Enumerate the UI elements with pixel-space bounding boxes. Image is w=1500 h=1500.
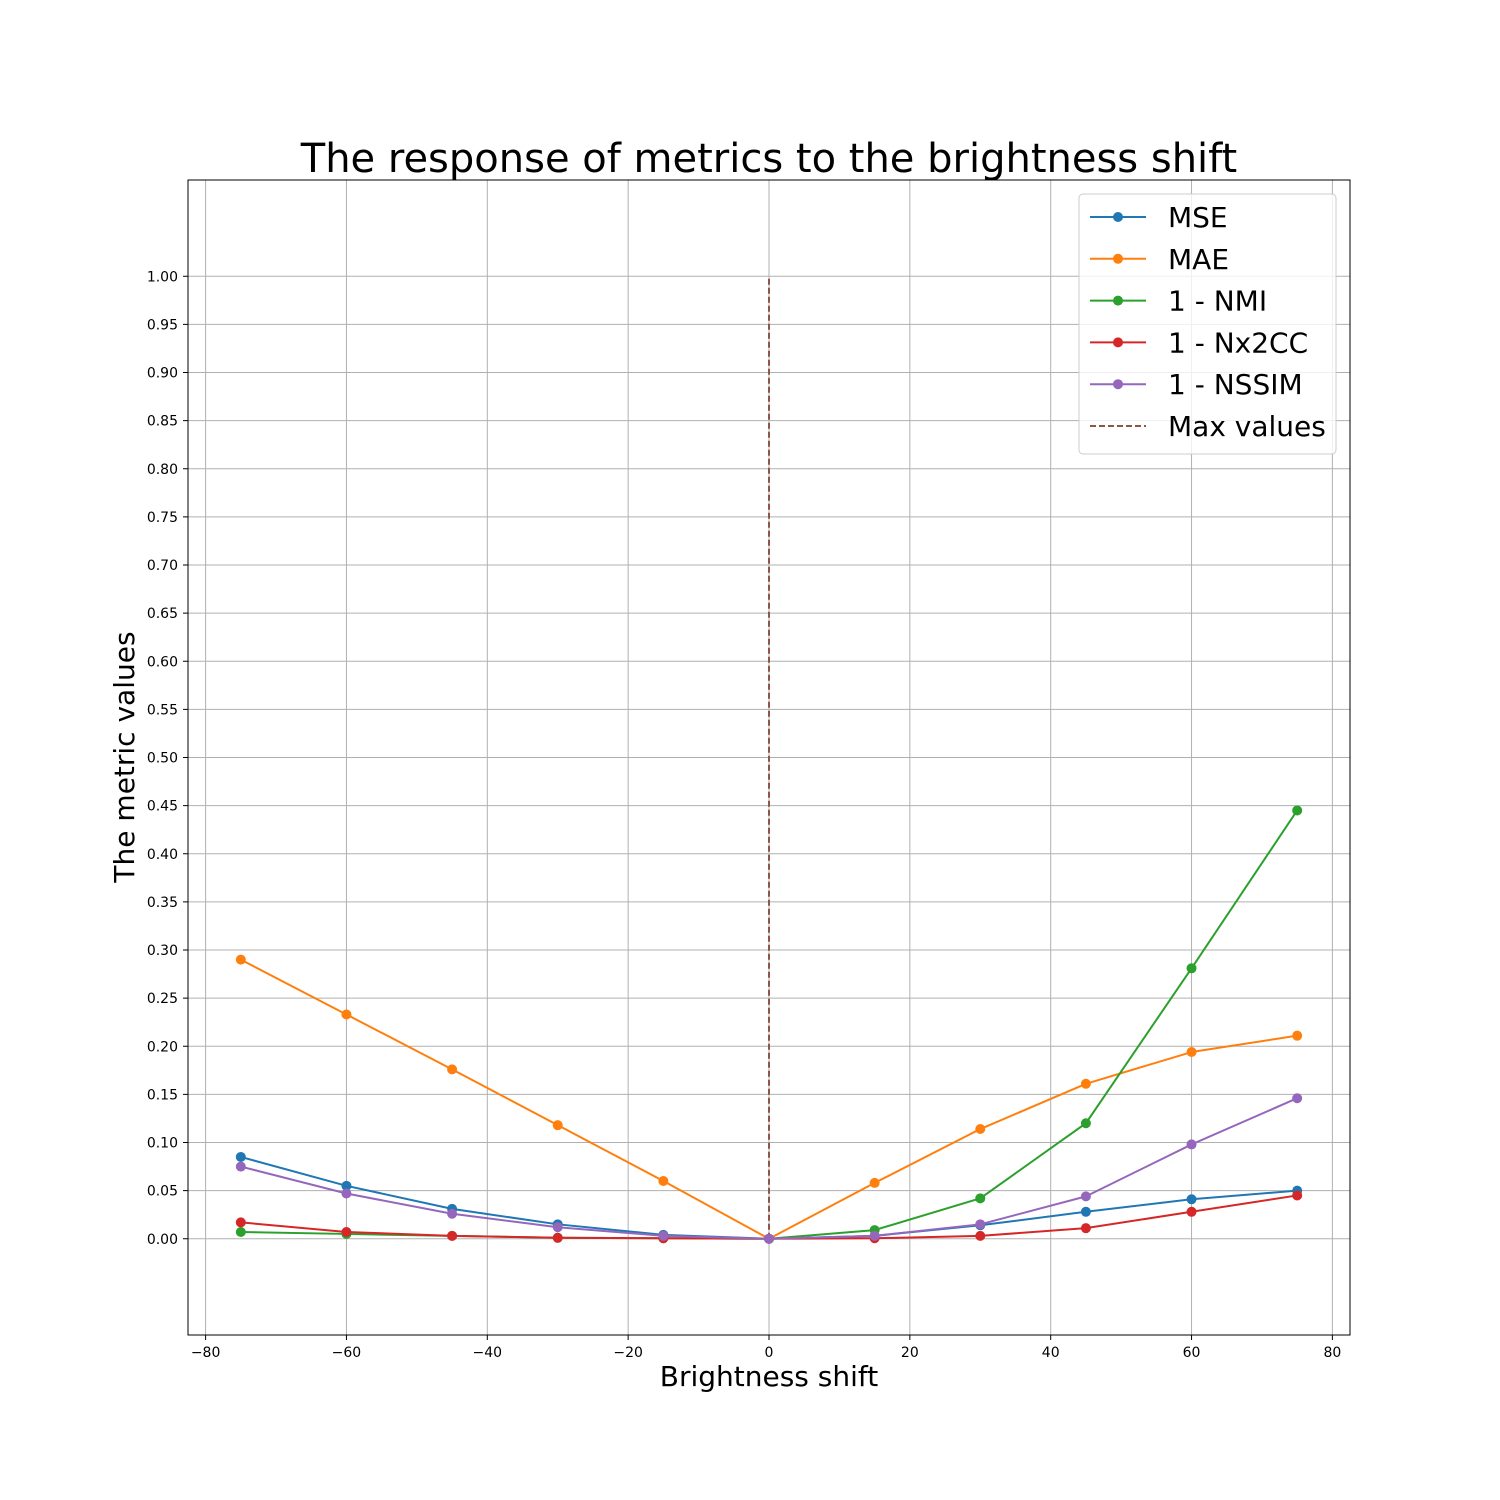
data-point — [1186, 963, 1197, 974]
data-point — [1080, 1191, 1091, 1202]
chart-title: The response of metrics to the brightnes… — [300, 136, 1237, 182]
data-point — [658, 1230, 669, 1241]
data-point — [1080, 1078, 1091, 1089]
legend-label: MSE — [1168, 201, 1228, 234]
y-axis-ticks: 0.00 0.05 0.10 0.15 0.20 0.25 0.30 0.35 0.40 0.45… — [147, 269, 188, 1248]
data-point — [341, 1180, 352, 1191]
data-point — [1292, 805, 1303, 816]
x-tick-label: −20 — [613, 1345, 643, 1361]
y-tick-label: 0.75 — [147, 510, 178, 526]
data-point — [235, 1217, 246, 1228]
data-point — [235, 1151, 246, 1162]
data-point — [1080, 1118, 1091, 1129]
x-tick-label: −40 — [473, 1345, 503, 1361]
data-point — [658, 1176, 669, 1186]
data-point — [1186, 1047, 1197, 1058]
data-point — [1292, 1030, 1303, 1041]
data-point — [1080, 1206, 1091, 1217]
data-point — [1080, 1223, 1091, 1234]
x-tick-label: −80 — [191, 1345, 221, 1361]
data-point — [235, 1161, 246, 1172]
data-point — [975, 1219, 986, 1230]
data-point — [552, 1232, 563, 1243]
data-point — [447, 1208, 458, 1219]
y-tick-label: 0.20 — [147, 1039, 178, 1055]
y-tick-label: 0.80 — [147, 462, 178, 478]
y-tick-label: 0.00 — [147, 1232, 178, 1248]
legend-item-1-nmi: 1 - NMI — [1090, 285, 1267, 318]
y-tick-label: 0.60 — [147, 654, 178, 670]
legend-marker — [1113, 253, 1123, 264]
legend-label: Max values — [1168, 410, 1326, 443]
legend-item-1-nx2cc: 1 - Nx2CC — [1090, 326, 1308, 359]
data-point — [975, 1193, 986, 1204]
legend-label: MAE — [1168, 243, 1229, 276]
y-tick-label: 0.05 — [147, 1184, 178, 1200]
series-1-nssim — [235, 1093, 1303, 1244]
y-tick-label: 0.35 — [147, 895, 178, 911]
y-tick-label: 0.70 — [147, 558, 178, 574]
x-tick-label: 80 — [1323, 1345, 1341, 1361]
y-tick-label: 0.90 — [147, 366, 178, 382]
y-tick-label: 0.25 — [147, 991, 178, 1007]
y-tick-label: 0.85 — [147, 414, 178, 430]
data-point — [1186, 1206, 1197, 1217]
data-point — [341, 1227, 352, 1238]
y-tick-label: 0.10 — [147, 1136, 178, 1152]
y-tick-label: 0.65 — [147, 606, 178, 622]
data-point — [552, 1120, 563, 1131]
data-point — [447, 1230, 458, 1241]
legend-marker — [1113, 212, 1123, 222]
data-point — [869, 1177, 880, 1188]
data-point — [235, 1227, 246, 1238]
data-point — [1186, 1139, 1197, 1150]
legend-item-mse: MSE — [1090, 201, 1228, 234]
legend-marker — [1113, 379, 1123, 390]
data-point — [869, 1230, 880, 1241]
x-tick-label: 20 — [901, 1345, 919, 1361]
x-axis-ticks: −80 −60 −40 −20 0 20 40 60 80 — [191, 1335, 1341, 1361]
legend-item-mae: MAE — [1090, 243, 1229, 276]
y-tick-label: 0.30 — [147, 943, 178, 959]
legend-item-1-nssim: 1 - NSSIM — [1090, 368, 1303, 401]
data-point — [764, 1233, 774, 1244]
x-tick-label: 60 — [1183, 1345, 1201, 1361]
legend-marker — [1113, 295, 1123, 306]
y-tick-label: 0.40 — [147, 847, 178, 863]
legend-label: 1 - Nx2CC — [1168, 326, 1308, 359]
data-point — [1292, 1093, 1303, 1104]
x-tick-label: −60 — [332, 1345, 362, 1361]
y-tick-label: 1.00 — [147, 269, 178, 285]
legend-item-max-values: Max values — [1090, 410, 1326, 443]
series-layer — [235, 805, 1303, 1244]
data-point — [552, 1222, 563, 1233]
y-tick-label: 0.50 — [147, 751, 178, 767]
data-point — [975, 1230, 986, 1241]
y-tick-label: 0.45 — [147, 799, 178, 815]
data-point — [1186, 1194, 1197, 1205]
y-tick-label: 0.55 — [147, 702, 178, 718]
legend-label: 1 - NMI — [1168, 285, 1267, 318]
legend-marker — [1113, 337, 1123, 348]
y-tick-label: 0.95 — [147, 317, 178, 333]
data-point — [975, 1124, 986, 1135]
data-point — [235, 954, 246, 965]
x-tick-label: 0 — [765, 1345, 774, 1361]
x-tick-label: 40 — [1042, 1345, 1060, 1361]
data-point — [341, 1009, 352, 1020]
legend: MSE MAE 1 - NMI 1 - Nx2CC 1 - NSSIM Max value… — [1078, 193, 1337, 455]
data-point — [447, 1064, 458, 1075]
legend-label: 1 - NSSIM — [1168, 368, 1303, 401]
y-tick-label: 0.15 — [147, 1087, 178, 1103]
data-point — [341, 1188, 352, 1199]
x-axis-label: Brightness shift — [660, 1360, 879, 1393]
data-point — [1292, 1190, 1303, 1201]
y-axis-label: The metric values — [108, 631, 141, 883]
